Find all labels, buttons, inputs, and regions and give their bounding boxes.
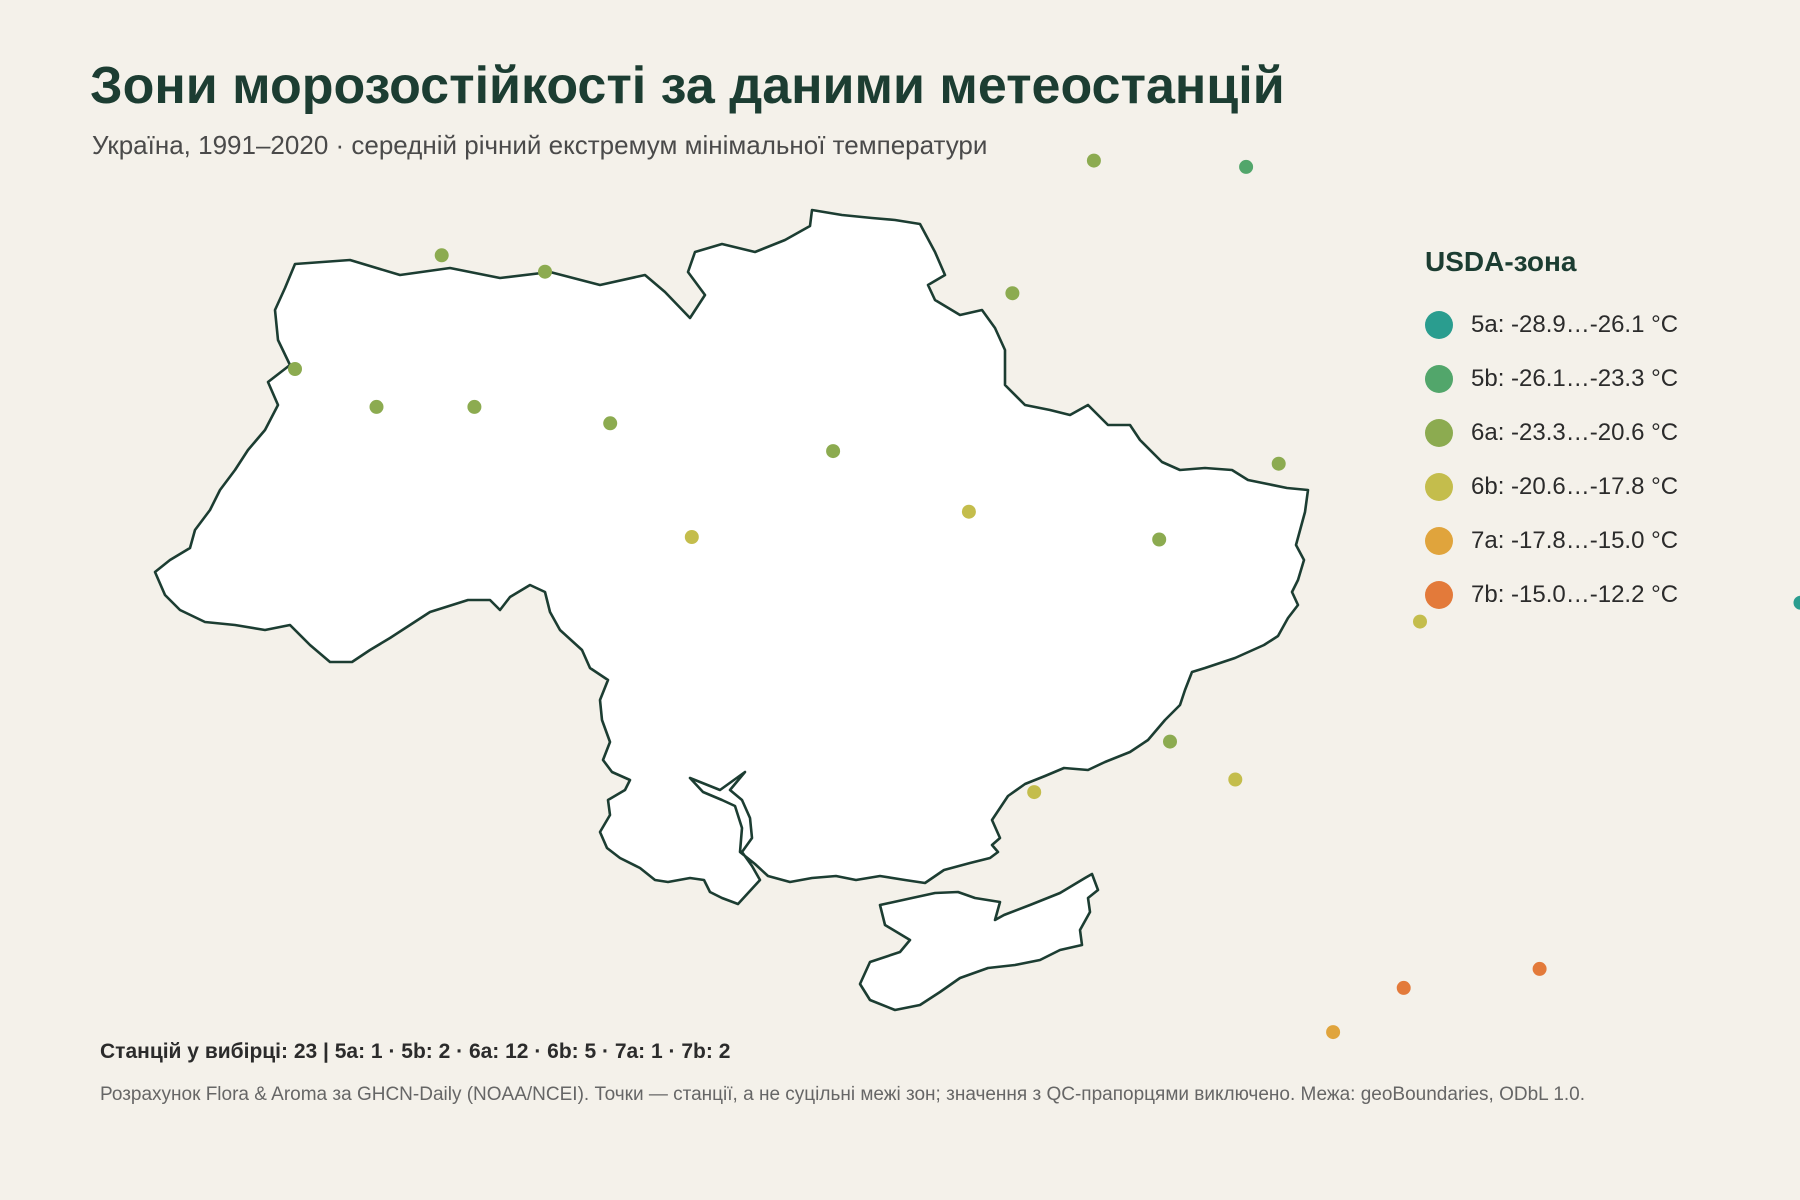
station-dot-6b — [1027, 785, 1042, 800]
page-title: Зони морозостійкості за даними метеостан… — [90, 57, 1285, 115]
ukraine-border-mainland — [153, 208, 1310, 906]
legend-label-6b: 6b: -20.6…-17.8 °C — [1471, 473, 1679, 500]
legend-item-7a: 7a: -17.8…-15.0 °C — [1425, 514, 1678, 568]
station-dot-5b — [1239, 159, 1254, 174]
station-dot-6a — [1163, 734, 1177, 749]
legend-item-5b: 5b: -26.1…-23.3 °C — [1425, 352, 1678, 406]
legend-label-7a: 7a: -17.8…-15.0 °C — [1471, 527, 1679, 554]
crimea-border — [858, 872, 1100, 1012]
station-dot-6a — [1005, 286, 1020, 301]
station-dot-6b — [1228, 772, 1243, 787]
station-dot-6a — [288, 362, 302, 376]
legend-swatch-5a — [1425, 311, 1453, 339]
station-dot-6a — [1271, 456, 1286, 471]
station-dot-6a — [369, 399, 384, 414]
station-dot-5a — [1793, 595, 1800, 610]
legend-label-5a: 5a: -28.9…-26.1 °C — [1471, 311, 1679, 338]
legend-item-6a: 6a: -23.3…-20.6 °C — [1425, 406, 1678, 460]
legend-swatch-6a — [1425, 419, 1453, 447]
legend-label-7b: 7b: -15.0…-12.2 °C — [1471, 581, 1679, 608]
page-subtitle: Україна, 1991–2020 · середній річний екс… — [92, 130, 988, 160]
station-dot-6a — [538, 264, 552, 279]
station-dot-7b — [1532, 961, 1547, 976]
legend-item-7b: 7b: -15.0…-12.2 °C — [1425, 568, 1678, 622]
legend-label-5b: 5b: -26.1…-23.3 °C — [1471, 365, 1679, 392]
legend-title: USDA-зона — [1425, 246, 1577, 277]
station-dot-6a — [1152, 532, 1167, 547]
legend-item-6b: 6b: -20.6…-17.8 °C — [1425, 460, 1678, 514]
station-dot-6b — [1413, 614, 1427, 629]
legend-item-5a: 5a: -28.9…-26.1 °C — [1425, 298, 1678, 352]
station-dot-7a — [1326, 1025, 1341, 1040]
station-dot-6a — [1086, 153, 1101, 168]
station-dot-7b — [1396, 980, 1411, 995]
station-dot-6a — [826, 444, 841, 459]
legend-swatch-6b — [1425, 473, 1453, 501]
source-note: Розрахунок Flora & Aroma за GHCN-Daily (… — [100, 1084, 1586, 1105]
stations-layer — [288, 153, 1800, 1040]
station-dot-6a — [467, 399, 482, 414]
station-dot-6b — [961, 504, 976, 519]
legend-swatch-7b — [1425, 581, 1453, 609]
station-dot-6b — [684, 530, 699, 544]
station-dot-6a — [434, 248, 449, 263]
legend-swatch-7a — [1425, 527, 1453, 555]
legend: USDA-зона 5a: -28.9…-26.1 °C 5b: -26.1…-… — [1425, 246, 1678, 622]
station-summary: Станцій у вибірці: 23 | 5a: 1 · 5b: 2 · … — [100, 1040, 731, 1063]
legend-label-6a: 6a: -23.3…-20.6 °C — [1471, 419, 1679, 446]
station-dot-6a — [603, 416, 618, 431]
legend-swatch-5b — [1425, 365, 1453, 393]
